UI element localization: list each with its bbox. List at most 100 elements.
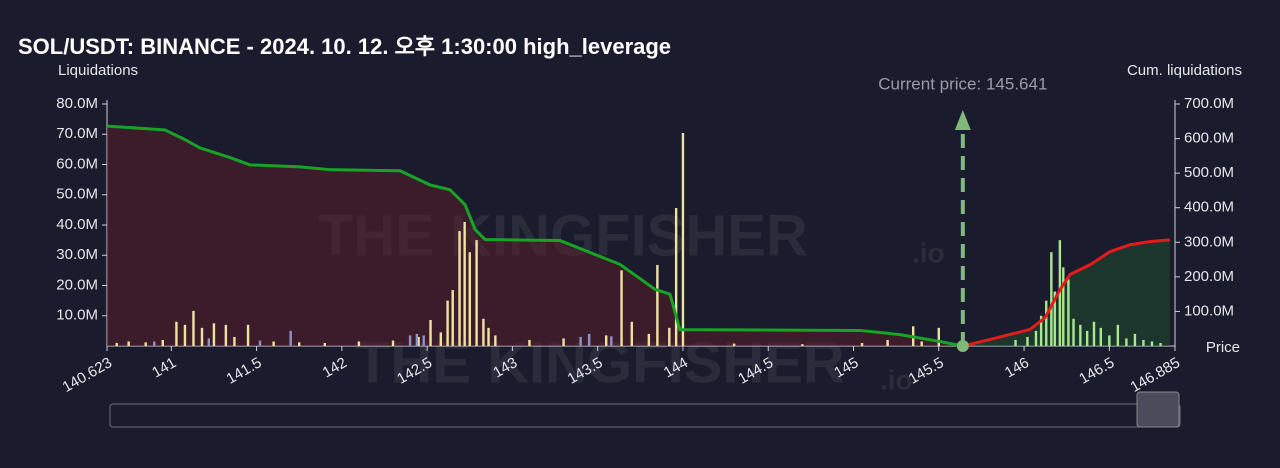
liq-bar bbox=[289, 330, 292, 346]
cum-area bbox=[107, 126, 963, 346]
liq-bar bbox=[298, 342, 301, 346]
liq-bar bbox=[458, 231, 461, 346]
liq-bar bbox=[1159, 342, 1162, 346]
y-tick-label: 10.0M bbox=[56, 307, 98, 324]
liq-bar bbox=[446, 300, 449, 346]
liq-bar bbox=[605, 335, 608, 346]
liq-bar bbox=[200, 327, 204, 346]
liq-bar bbox=[323, 342, 326, 346]
liq-bar bbox=[417, 336, 420, 346]
y-tick-label: 40.0M bbox=[56, 216, 98, 233]
liq-bar bbox=[1072, 318, 1075, 346]
liq-bar bbox=[1133, 333, 1137, 346]
liq-bar bbox=[620, 270, 623, 346]
liq-bar bbox=[429, 319, 432, 346]
liq-bar bbox=[463, 221, 466, 346]
liq-bar bbox=[886, 339, 889, 346]
plot-area: 10.0M 20.0M 30.0M 40.0M 50.0M 60.0M 70.0M 80.0M… bbox=[56, 74, 1234, 396]
liq-bar bbox=[732, 343, 736, 346]
chart-title: SOL/USDT: BINANCE - 2024. 10. 12. 오후 1:3… bbox=[18, 34, 671, 59]
y2-tick-label: 200.0M bbox=[1184, 268, 1234, 285]
liq-bar bbox=[144, 342, 147, 346]
liq-bar bbox=[439, 332, 442, 346]
liq-bar bbox=[468, 252, 471, 346]
liq-bar bbox=[1092, 321, 1096, 346]
liq-bar bbox=[801, 344, 804, 346]
liq-bar bbox=[161, 339, 164, 346]
liq-bar bbox=[1050, 252, 1053, 346]
slider-handle[interactable] bbox=[1136, 391, 1180, 428]
liq-bar bbox=[1053, 291, 1056, 346]
liq-bar bbox=[1079, 324, 1082, 346]
slider-track[interactable] bbox=[109, 403, 1181, 428]
liq-bar bbox=[482, 318, 485, 346]
liq-bar bbox=[207, 338, 211, 346]
y2-axis-label: Cum. liquidations bbox=[1127, 62, 1242, 79]
y2-tick-label: 100.0M bbox=[1184, 302, 1234, 319]
liq-bar bbox=[1045, 300, 1048, 346]
liq-bar bbox=[115, 342, 118, 346]
liq-bar bbox=[408, 335, 412, 346]
liq-bar bbox=[1034, 330, 1038, 346]
y-tick-label: 70.0M bbox=[56, 125, 98, 142]
liq-bar bbox=[860, 342, 864, 346]
y2-tick-label: 600.0M bbox=[1184, 130, 1234, 147]
liq-bar bbox=[1039, 315, 1043, 346]
liq-bar bbox=[630, 321, 633, 346]
liq-bar bbox=[937, 327, 940, 346]
liq-bar bbox=[192, 310, 195, 346]
liq-bar bbox=[681, 133, 685, 346]
y-tick-label: 60.0M bbox=[56, 155, 98, 172]
x-axis-label: Price bbox=[1206, 339, 1240, 356]
liq-bar bbox=[391, 340, 395, 346]
liq-bar bbox=[246, 324, 250, 346]
liq-bar bbox=[127, 341, 130, 346]
y-axis-label: Liquidations bbox=[58, 62, 138, 79]
liq-bar bbox=[1085, 330, 1089, 346]
cum-area bbox=[962, 239, 1170, 346]
y-tick-label: 20.0M bbox=[56, 276, 98, 293]
liq-bar bbox=[451, 290, 454, 346]
liq-bar bbox=[1116, 324, 1120, 346]
liq-bar bbox=[528, 339, 531, 346]
liq-bar bbox=[494, 335, 497, 346]
liq-bar bbox=[1142, 339, 1145, 346]
current-price-arrow bbox=[954, 110, 971, 130]
liq-bar bbox=[668, 327, 671, 346]
liq-bar bbox=[1099, 327, 1103, 346]
liq-bar bbox=[1150, 341, 1154, 346]
liq-bar bbox=[415, 333, 419, 346]
liq-bar bbox=[258, 340, 262, 346]
liq-bar bbox=[487, 327, 490, 346]
liq-bar bbox=[153, 341, 156, 346]
liq-bar bbox=[175, 321, 178, 346]
cum-line bbox=[962, 238, 1171, 348]
liq-bar bbox=[1108, 335, 1111, 346]
y2-tick-label: 300.0M bbox=[1184, 233, 1234, 250]
liq-bar bbox=[224, 324, 228, 346]
liq-bar bbox=[422, 335, 425, 346]
cum-line bbox=[106, 124, 964, 348]
y-tick-label: 50.0M bbox=[56, 186, 98, 203]
liq-bar bbox=[272, 341, 275, 346]
liq-bar bbox=[1014, 339, 1017, 346]
liq-bar bbox=[233, 336, 236, 346]
liq-bar bbox=[1062, 267, 1065, 346]
y2-tick-label: 700.0M bbox=[1184, 95, 1234, 112]
liq-bar bbox=[1067, 279, 1070, 346]
liq-bar bbox=[647, 333, 651, 346]
y-tick-label: 30.0M bbox=[56, 246, 98, 263]
liq-bar bbox=[656, 264, 659, 346]
current-price-annotation: Current price: 145.641 bbox=[878, 74, 1047, 93]
range-slider[interactable] bbox=[109, 391, 1181, 428]
current-price-dot bbox=[956, 340, 969, 352]
y-tick-label: 80.0M bbox=[56, 95, 98, 112]
liq-bar bbox=[357, 341, 361, 346]
y2-tick-label: 400.0M bbox=[1184, 199, 1234, 216]
liq-bar bbox=[212, 323, 216, 346]
liq-bar bbox=[610, 336, 613, 346]
liq-bar bbox=[920, 341, 923, 346]
liq-bar bbox=[183, 324, 187, 346]
watermark-suffix: .io bbox=[912, 237, 945, 268]
